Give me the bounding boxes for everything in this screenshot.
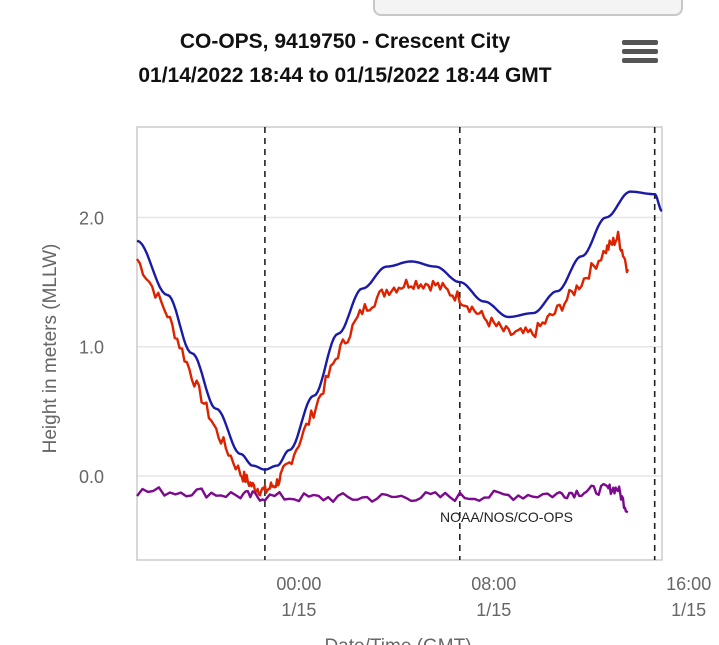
y-axis-label: Height in meters (MLLW) — [40, 244, 61, 454]
reference-lines — [264, 127, 656, 560]
series-line-predictions — [136, 190, 663, 471]
header-tab — [373, 0, 683, 16]
chart-subtitle: 01/14/2022 18:44 to 01/15/2022 18:44 GMT — [138, 64, 552, 87]
y-tick-labels: 0.0 1.0 2.0 — [79, 208, 104, 487]
x-tick-labels: 00:00 1/15 08:00 1/15 16:00 1/15 — [276, 574, 711, 620]
series-line-residual — [136, 482, 629, 514]
x-tick-sublabel: 1/15 — [476, 600, 511, 620]
series-line-verified-water-level — [135, 230, 630, 497]
y-tick-label: 1.0 — [79, 338, 104, 358]
x-axis-label: Date/Time (GMT) — [324, 636, 471, 645]
y-tick-label: 2.0 — [79, 208, 104, 228]
x-tick-label: 00:00 — [276, 574, 321, 594]
x-tick-sublabel: 1/15 — [281, 600, 316, 620]
series-group — [135, 190, 663, 514]
chart-title: CO-OPS, 9419750 - Crescent City — [179, 30, 511, 53]
credit-label: NOAA/NOS/CO-OPS — [440, 509, 573, 525]
x-tick-sublabel: 1/15 — [671, 600, 706, 620]
gridlines — [137, 216, 662, 477]
menu-icon[interactable] — [622, 40, 658, 70]
y-tick-label: 0.0 — [79, 467, 104, 487]
x-tick-label: 16:00 — [666, 574, 711, 594]
x-tick-label: 08:00 — [471, 574, 516, 594]
plot-area — [136, 126, 663, 561]
